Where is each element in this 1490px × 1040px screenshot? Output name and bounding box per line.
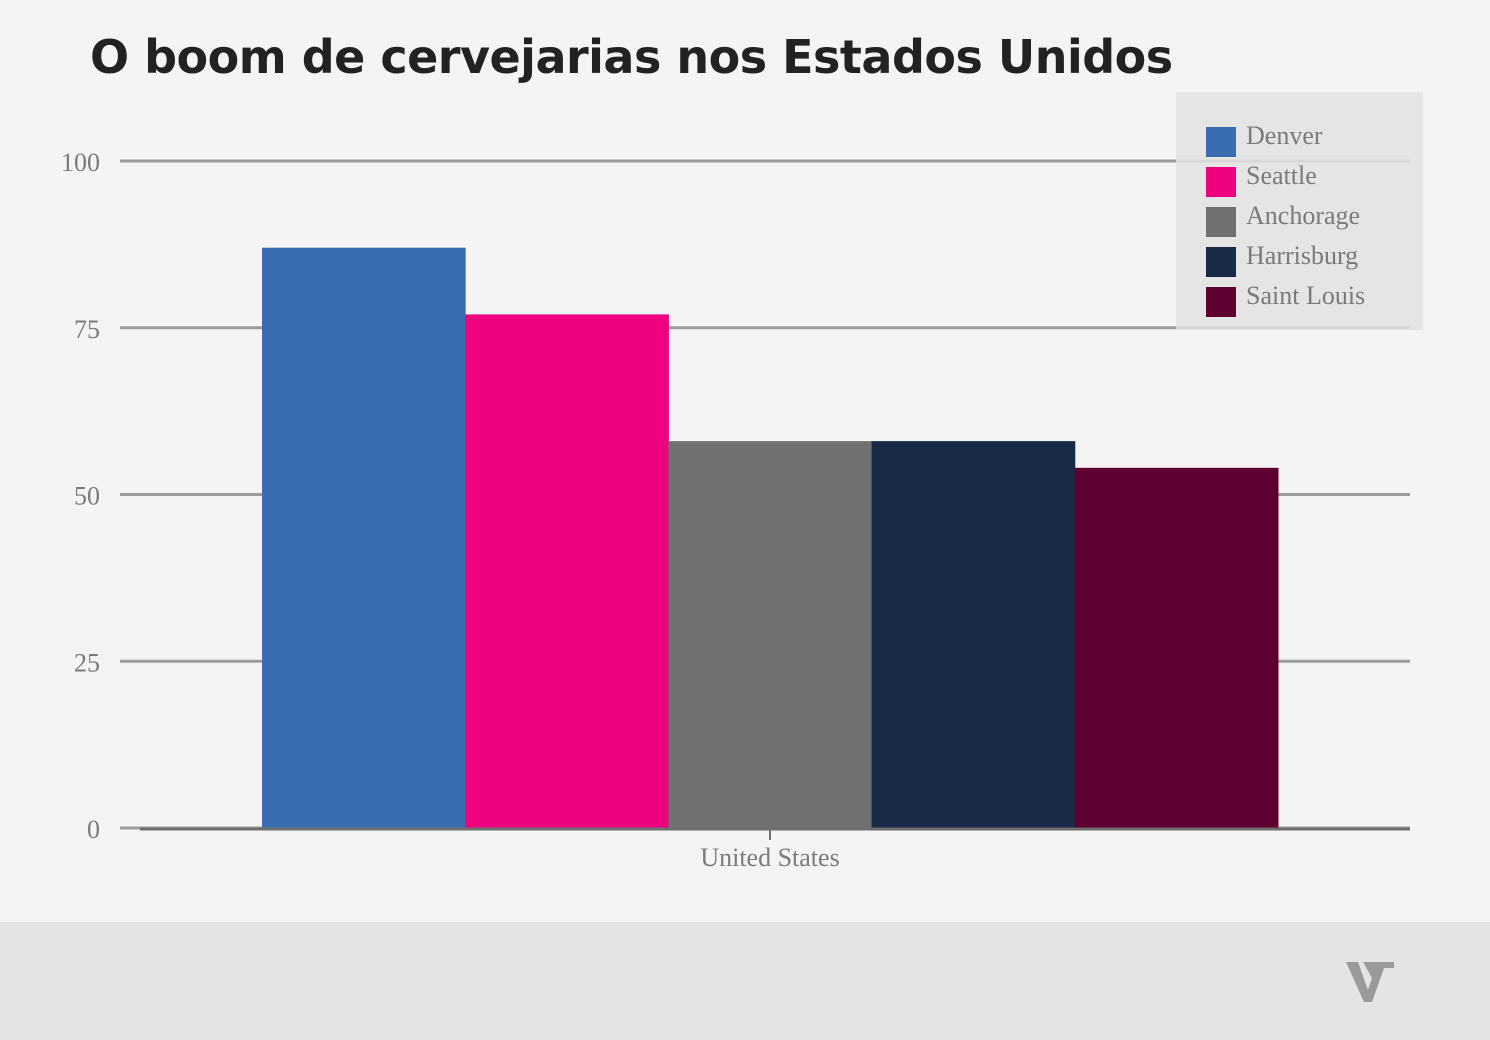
bar-denver [262,247,466,828]
legend-item: Seattle [1206,161,1423,202]
v-logo-icon [1346,958,1396,1011]
chart-area: O boom de cervejarias nos Estados Unidos… [61,30,1423,872]
chart-legend: Denver Seattle Anchorage Harrisburg Saint Lo… [1176,92,1423,330]
legend-label: Denver [1246,121,1323,150]
y-tick-label: 75 [74,315,100,344]
legend-label: Harrisburg [1246,241,1359,270]
legend-label: Seattle [1246,161,1317,190]
bars [262,247,1279,828]
bar-anchorage [668,441,873,828]
x-tick-labels: United States [700,843,839,872]
y-tick-label: 100 [61,148,100,177]
legend-swatch [1206,287,1236,317]
legend-item: Saint Louis [1206,281,1423,322]
legend-label: Saint Louis [1246,281,1366,310]
legend-label: Anchorage [1246,201,1361,230]
bar-chart: 0 25 50 75 100 United States [61,148,1410,872]
legend-swatch [1206,167,1236,197]
legend-item: Denver [1206,121,1423,162]
y-tick-label: 50 [74,482,100,511]
x-tick-label: United States [700,843,839,872]
legend-swatch [1206,207,1236,237]
bar-saint-louis [1074,467,1279,828]
y-tick-label: 0 [87,815,100,844]
bar-harrisburg [871,441,1076,828]
chart-title: O boom de cervejarias nos Estados Unidos [90,30,1173,84]
footer-bar [0,922,1490,1040]
legend-item: Harrisburg [1206,241,1423,282]
legend-swatch [1206,247,1236,277]
legend-item: Anchorage [1206,201,1423,242]
y-tick-labels: 0 25 50 75 100 [61,148,100,844]
y-tick-label: 25 [74,648,100,677]
legend-swatch [1206,127,1236,157]
bar-seattle [465,314,669,828]
